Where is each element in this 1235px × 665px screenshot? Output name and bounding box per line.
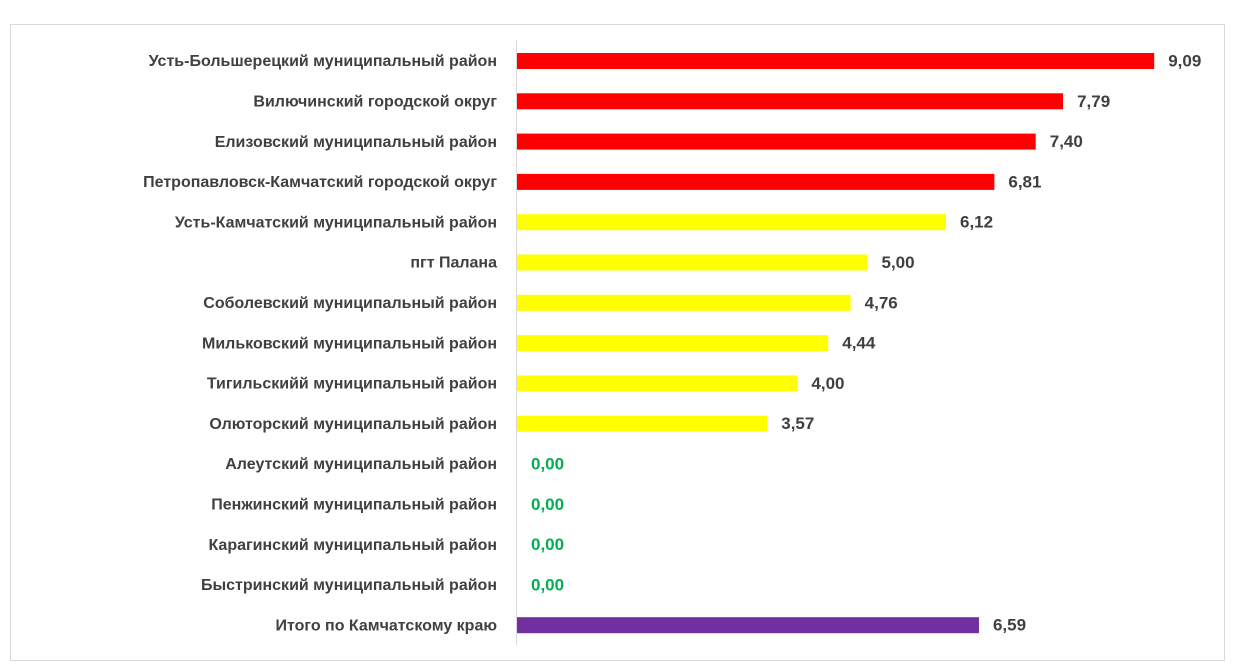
value-label: 6,81 — [1008, 172, 1041, 191]
bar — [517, 173, 995, 190]
value-label: 0,00 — [531, 575, 564, 594]
category-label: Алеутский муниципальный район — [225, 456, 497, 473]
category-label: Петропавловск-Камчатский городской округ — [143, 174, 497, 191]
chart-border — [10, 24, 1225, 661]
value-label: 4,00 — [811, 374, 844, 393]
bar — [517, 254, 868, 271]
value-label: 0,00 — [531, 495, 564, 514]
bar — [517, 617, 979, 634]
category-label: Быстринский муниципальный район — [201, 577, 497, 594]
value-label: 6,12 — [960, 213, 993, 232]
value-label: 0,00 — [531, 454, 564, 473]
category-label: Усть-Камчатский муниципальный район — [175, 214, 497, 231]
category-label: Соболевский муниципальный район — [203, 295, 497, 312]
bar — [517, 415, 768, 432]
category-label: Карагинский муниципальный район — [208, 537, 497, 554]
value-label: 3,57 — [781, 414, 814, 433]
category-label: Мильковский муниципальный район — [202, 335, 497, 352]
value-label: 5,00 — [882, 253, 915, 272]
bar — [517, 294, 851, 311]
category-label: Олюторский муниципальный район — [209, 416, 497, 433]
category-label: Вилючинский городской округ — [253, 94, 497, 111]
category-label: Усть-Большерецкий муниципальный район — [149, 53, 497, 70]
bar — [517, 133, 1036, 150]
category-label: Пенжинский муниципальный район — [211, 497, 497, 514]
value-label: 4,76 — [865, 293, 898, 312]
value-label: 7,79 — [1077, 92, 1110, 111]
value-label: 6,59 — [993, 616, 1026, 635]
value-label: 9,09 — [1168, 51, 1201, 70]
category-label: Елизовский муниципальный район — [215, 134, 497, 151]
bar — [517, 53, 1155, 69]
value-label: 0,00 — [531, 535, 564, 554]
value-label: 7,40 — [1050, 132, 1083, 151]
bar — [517, 214, 947, 231]
bar — [517, 335, 829, 352]
category-label: Итого по Камчатскому краю — [275, 617, 497, 634]
category-label: Тигильскийй муниципальный район — [207, 376, 497, 393]
value-label: 4,44 — [842, 334, 876, 353]
bar — [517, 375, 798, 392]
bar — [517, 93, 1064, 110]
category-label: пгт Палана — [410, 255, 497, 272]
